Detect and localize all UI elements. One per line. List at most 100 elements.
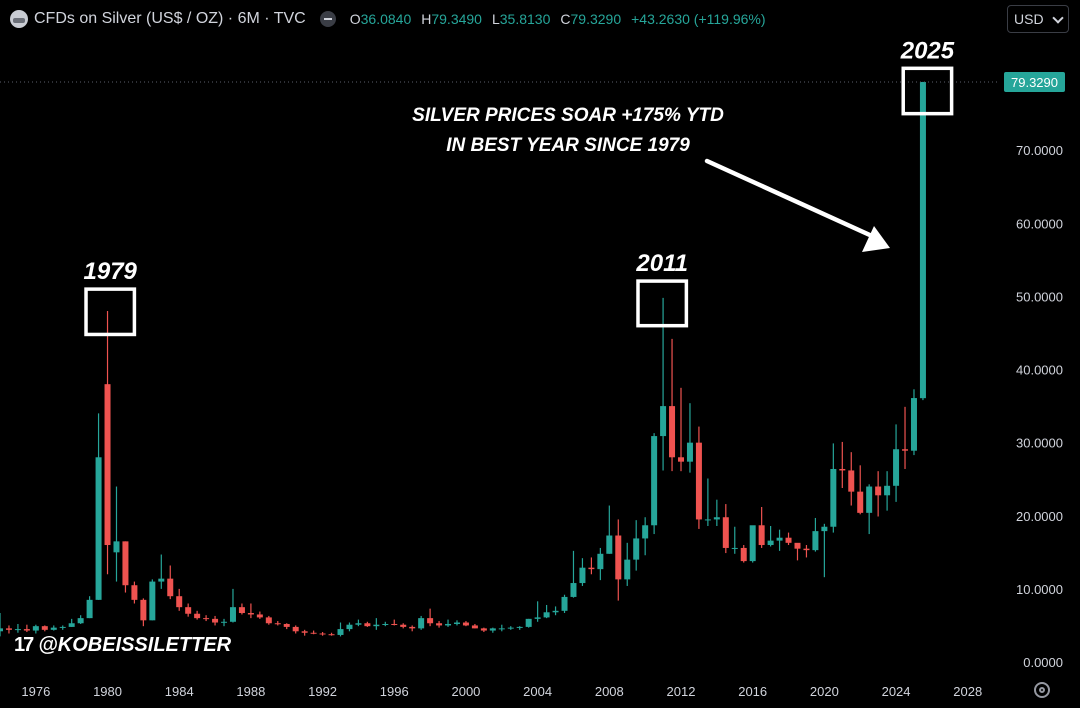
candle-body bbox=[23, 629, 30, 631]
candle bbox=[113, 486, 120, 582]
candle-body bbox=[606, 535, 613, 554]
candle-body bbox=[525, 618, 532, 627]
candle bbox=[624, 542, 631, 586]
candle-body bbox=[498, 628, 505, 630]
candle-body bbox=[848, 470, 855, 492]
callout-arrow bbox=[704, 158, 890, 252]
symbol-title[interactable]: CFDs on Silver (US$ / OZ) · 6M · TVC bbox=[34, 10, 306, 27]
candle-body bbox=[731, 547, 738, 549]
candle bbox=[507, 626, 514, 630]
candle-body bbox=[839, 468, 846, 471]
candle bbox=[713, 499, 720, 527]
candle bbox=[633, 520, 640, 571]
x-tick-label: 1996 bbox=[380, 684, 409, 699]
candle-body bbox=[722, 517, 729, 548]
candle bbox=[722, 504, 729, 554]
candle-body bbox=[158, 578, 165, 582]
candle-body bbox=[373, 624, 380, 627]
candle-body bbox=[471, 625, 478, 629]
candles-layer bbox=[0, 81, 926, 637]
candle bbox=[803, 545, 810, 558]
candle-body bbox=[436, 623, 443, 626]
candle bbox=[866, 484, 873, 535]
candle bbox=[221, 618, 228, 627]
candle bbox=[50, 625, 57, 631]
candle bbox=[14, 623, 21, 633]
candle-body bbox=[749, 525, 756, 562]
x-tick-label: 1992 bbox=[308, 684, 337, 699]
candle bbox=[86, 596, 93, 619]
candle bbox=[212, 615, 219, 626]
last-price-tag: 79.3290 bbox=[1004, 72, 1065, 92]
candle-body bbox=[194, 613, 201, 619]
candle-body bbox=[95, 457, 102, 600]
currency-select[interactable]: USD bbox=[1007, 5, 1069, 33]
candle bbox=[848, 452, 855, 506]
annotations-layer: 1979 2011 2025 SILVER PRICES SOAR +175% YTD… bbox=[0, 37, 1000, 337]
candle-body bbox=[229, 607, 236, 622]
candle-body bbox=[812, 531, 819, 551]
candle-body bbox=[776, 537, 783, 541]
candle bbox=[373, 618, 380, 630]
candle bbox=[77, 615, 84, 624]
y-tick-label: 0.0000 bbox=[1023, 655, 1063, 670]
candle bbox=[167, 565, 174, 600]
candle-body bbox=[507, 627, 514, 629]
ohlc-high: H79.3490 bbox=[421, 11, 482, 27]
candle-body bbox=[445, 623, 452, 626]
candle-body bbox=[185, 607, 192, 614]
x-tick-label: 2016 bbox=[738, 684, 767, 699]
candle-body bbox=[32, 626, 39, 631]
candle bbox=[875, 471, 882, 517]
candle-body bbox=[167, 578, 174, 597]
candle bbox=[185, 603, 192, 617]
candle-body bbox=[570, 583, 577, 597]
candle-body bbox=[713, 517, 720, 520]
candle bbox=[830, 443, 837, 533]
candle-body bbox=[740, 547, 747, 562]
candle bbox=[552, 606, 559, 616]
candle-body bbox=[767, 540, 774, 546]
candle bbox=[122, 541, 129, 593]
x-tick-label: 1980 bbox=[93, 684, 122, 699]
candle-body bbox=[803, 548, 810, 551]
candle bbox=[570, 550, 577, 598]
candle bbox=[194, 610, 201, 620]
x-tick-label: 2008 bbox=[595, 684, 624, 699]
collapse-icon[interactable] bbox=[319, 11, 336, 27]
candle bbox=[301, 629, 308, 636]
candle bbox=[579, 558, 586, 586]
candle-body bbox=[534, 617, 541, 619]
candle bbox=[606, 505, 613, 554]
candle-body bbox=[857, 491, 864, 513]
candle bbox=[337, 622, 344, 637]
candle bbox=[821, 523, 828, 578]
candle-body bbox=[695, 442, 702, 520]
candle bbox=[669, 338, 676, 472]
candle-body bbox=[364, 623, 371, 627]
candle bbox=[310, 630, 317, 635]
candle-body bbox=[391, 623, 398, 625]
candle bbox=[149, 579, 156, 621]
candle bbox=[453, 620, 460, 626]
silver-symbol-icon bbox=[10, 10, 28, 28]
candle-body bbox=[86, 599, 93, 619]
candle-body bbox=[50, 627, 57, 630]
gear-icon[interactable] bbox=[1034, 682, 1050, 698]
candle-body bbox=[319, 633, 326, 635]
candle bbox=[749, 525, 756, 563]
price-axis: 0.0000 10.0000 20.0000 30.0000 40.0000 50.000… bbox=[1004, 72, 1065, 670]
candle bbox=[884, 471, 891, 511]
annotation-label: 2011 bbox=[635, 250, 688, 277]
candle bbox=[229, 588, 236, 623]
candle bbox=[588, 557, 595, 575]
ohlc-open: O36.0840 bbox=[349, 11, 412, 27]
candle bbox=[238, 603, 245, 615]
candle bbox=[893, 424, 900, 502]
candle bbox=[409, 625, 416, 632]
candle bbox=[41, 625, 48, 632]
x-tick-label: 1988 bbox=[236, 684, 265, 699]
ohlc-close: C79.3290 bbox=[560, 11, 622, 27]
candle-body bbox=[624, 559, 631, 580]
